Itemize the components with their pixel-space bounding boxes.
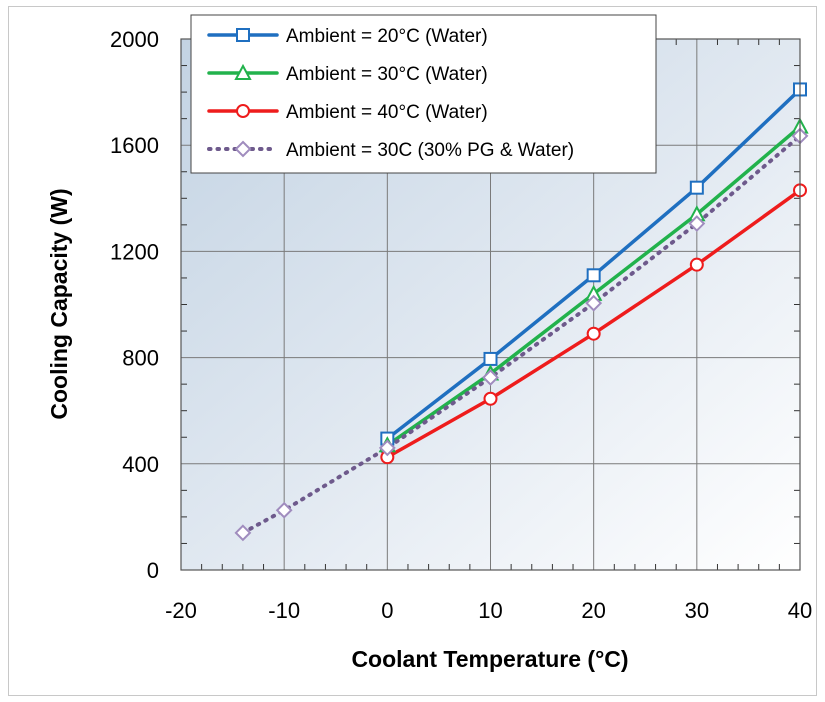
data-point-series-2 [689, 257, 704, 272]
x-tick-label: -10 [268, 598, 300, 623]
x-tick-label: 0 [381, 598, 393, 623]
legend-box [190, 14, 657, 174]
y-tick-label: 2000 [110, 27, 159, 52]
legend-label-0: Ambient = 20°C (Water) [286, 26, 488, 47]
x-tick-label: -20 [165, 598, 197, 623]
legend-marker-1 [234, 63, 252, 80]
x-tick-label: 10 [478, 598, 502, 623]
y-tick-label: 1600 [110, 133, 159, 158]
y-axis-title: Cooling Capacity (W) [46, 188, 72, 419]
data-point-series-0 [689, 180, 704, 195]
x-axis-title: Coolant Temperature (°C) [351, 646, 628, 672]
x-tick-label: 40 [788, 598, 812, 623]
legend-marker-2 [236, 104, 250, 118]
y-tick-label: 800 [122, 346, 159, 371]
y-tick-labels: 0 400 800 1200 1600 2000 [110, 27, 159, 583]
legend-marker-3 [234, 140, 252, 158]
y-tick-label: 0 [147, 558, 159, 583]
legend: Ambient = 20°C (Water) Ambient = 30°C (Wa… [190, 14, 657, 174]
legend-label-1: Ambient = 30°C (Water) [286, 64, 488, 85]
data-point-series-3 [378, 439, 396, 457]
legend-marker-0 [236, 28, 250, 42]
data-point-series-2 [483, 391, 498, 406]
data-point-series-3 [688, 215, 706, 232]
data-point-series-2 [586, 326, 601, 341]
data-point-series-3 [482, 369, 499, 386]
cooling-capacity-chart: -20 -10 0 10 20 30 40 0 400 800 1200 1600 2000 Cool… [46, 14, 812, 672]
y-tick-label: 400 [122, 452, 159, 477]
data-point-series-0 [483, 351, 498, 366]
legend-label-2: Ambient = 40°C (Water) [286, 102, 488, 123]
y-tick-label: 1200 [110, 239, 159, 264]
data-point-series-3 [275, 501, 293, 519]
x-tick-label: 20 [581, 598, 605, 623]
data-point-series-0 [586, 268, 601, 283]
data-point-series-3 [234, 524, 252, 542]
x-tick-label: 30 [685, 598, 709, 623]
series-markers [234, 82, 809, 542]
legend-label-3: Ambient = 30C (30% PG & Water) [286, 140, 574, 161]
chart-frame: -20 -10 0 10 20 30 40 0 400 800 1200 1600 2000 Cool… [8, 6, 817, 696]
x-tick-labels: -20 -10 0 10 20 30 40 [165, 598, 812, 623]
data-point-series-3 [585, 294, 603, 312]
